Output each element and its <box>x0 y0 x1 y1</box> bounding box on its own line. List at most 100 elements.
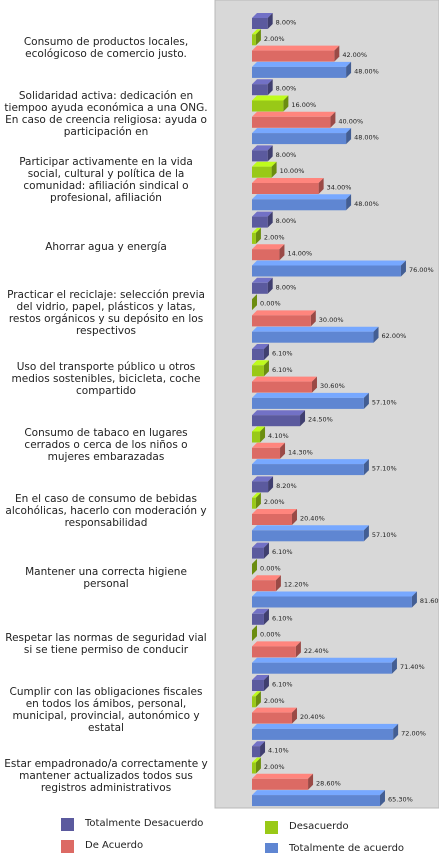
bar <box>252 464 364 476</box>
bar-top <box>252 410 306 416</box>
bar-top <box>252 525 369 531</box>
bar <box>252 746 261 758</box>
bar-side <box>308 773 314 790</box>
bar-top <box>252 509 297 514</box>
bar-top <box>252 178 324 183</box>
bar-top <box>252 277 273 283</box>
bar-top <box>252 194 352 200</box>
bar-top <box>252 326 379 332</box>
category-label: Participar activamente en la vida social… <box>19 156 193 205</box>
bar-side <box>379 790 385 807</box>
bar-side <box>291 707 297 724</box>
bar-top <box>252 575 281 581</box>
category-label: Cumplir con las obligaciones fiscales en… <box>9 686 203 734</box>
bar <box>252 133 347 145</box>
bar-side <box>263 360 269 377</box>
bar <box>252 662 392 674</box>
bar-side <box>255 29 261 46</box>
bar <box>252 514 292 525</box>
value-label: 14.00% <box>287 250 312 258</box>
bar-side <box>279 244 285 261</box>
bar-top <box>252 641 301 647</box>
bar-top <box>252 492 261 498</box>
bar <box>252 728 394 740</box>
bar <box>252 415 301 427</box>
bar <box>252 315 311 327</box>
legend-swatch <box>61 818 74 831</box>
bar-side <box>363 459 369 476</box>
bar-side <box>295 641 301 658</box>
bar-side <box>300 410 306 427</box>
bar-top <box>252 161 277 167</box>
bar-side <box>363 525 369 542</box>
bar-side <box>318 178 324 194</box>
value-label: 57.10% <box>372 398 397 406</box>
bar <box>252 365 264 377</box>
legend-label: Totalmente Desacuerdo <box>85 818 204 829</box>
bar-top <box>252 227 261 233</box>
bar-side <box>267 79 273 96</box>
value-label: 2.00% <box>264 498 285 506</box>
bar-side <box>330 111 336 128</box>
legend-label: Desacuerdo <box>289 821 349 832</box>
category-label: Estar empadronado/a correctamente y mant… <box>4 758 208 795</box>
bar <box>252 249 280 261</box>
value-label: 8.20% <box>276 482 297 490</box>
bar-side <box>260 426 266 443</box>
value-label: 30.00% <box>319 316 344 324</box>
value-label: 2.00% <box>264 763 285 771</box>
bar <box>252 580 276 592</box>
category-label: Respetar las normas de seguridad vial si… <box>5 631 207 656</box>
bar <box>252 431 261 443</box>
legend-label: De Acuerdo <box>85 840 144 851</box>
value-label: 8.00% <box>276 217 297 225</box>
bar-top <box>252 773 314 779</box>
category-label: Ahorrar agua y energía <box>45 240 167 253</box>
bar <box>252 34 256 46</box>
bar-side <box>255 757 261 774</box>
bar-top <box>252 376 317 382</box>
bar <box>252 778 309 790</box>
bar-side <box>400 260 406 277</box>
bar <box>252 100 284 112</box>
value-label: 81.60% <box>420 597 439 605</box>
bar-top <box>252 741 266 747</box>
bar-top <box>252 145 273 151</box>
category-label: Solidaridad activa: dedicación en tiempo… <box>4 90 208 139</box>
bar <box>252 530 364 542</box>
legend-swatch <box>265 821 278 834</box>
bar-top <box>252 426 266 432</box>
legend-swatch <box>61 840 74 853</box>
bar <box>252 795 380 807</box>
bar-top <box>252 757 261 763</box>
value-label: 4.10% <box>268 747 289 755</box>
bar-side <box>346 128 352 145</box>
category-label: Uso del transporte público u otros medio… <box>11 361 201 397</box>
value-label: 71.40% <box>400 663 425 671</box>
value-label: 8.00% <box>276 283 297 291</box>
value-label: 22.40% <box>304 647 329 655</box>
bar-side <box>252 625 257 642</box>
value-label: 6.10% <box>272 681 293 689</box>
bar-top <box>252 13 273 18</box>
value-label: 42.00% <box>342 51 367 59</box>
value-label: 2.00% <box>264 697 285 705</box>
value-label: 8.00% <box>276 85 297 93</box>
bar-side <box>275 575 281 592</box>
bar-top <box>252 657 397 663</box>
bar-top <box>252 442 286 448</box>
bar <box>252 613 264 625</box>
bar-top <box>252 260 406 266</box>
bar-top <box>252 476 274 482</box>
bar <box>252 646 296 658</box>
bar <box>252 50 335 62</box>
bar-side <box>267 211 273 228</box>
value-label: 20.40% <box>300 515 325 523</box>
bar-top <box>252 310 316 316</box>
value-label: 57.10% <box>372 465 397 473</box>
bar-side <box>263 675 269 691</box>
bar <box>252 331 374 343</box>
bar-top <box>252 591 417 597</box>
